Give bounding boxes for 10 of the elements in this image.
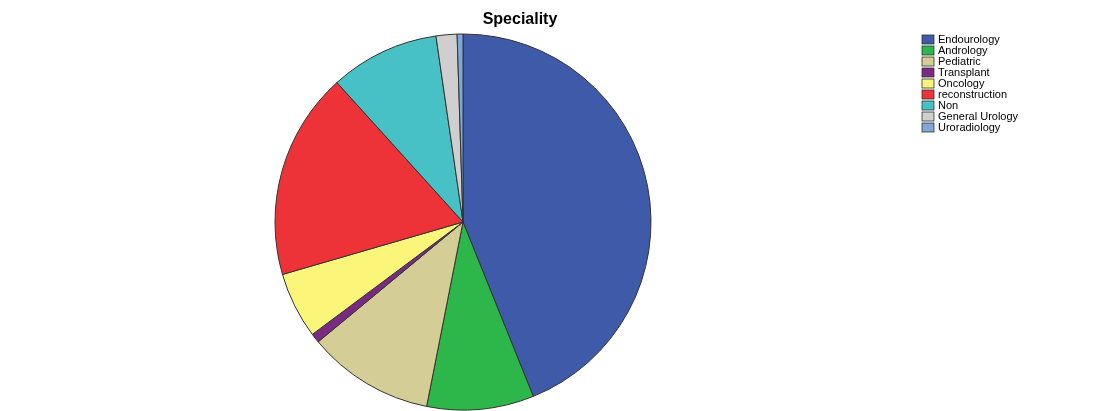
chart-title: Speciality bbox=[482, 10, 558, 27]
legend-label: Pediatric bbox=[938, 55, 982, 67]
legend-label: Transplant bbox=[938, 66, 990, 78]
legend-label: Oncology bbox=[938, 77, 985, 89]
legend-label: General Urology bbox=[938, 110, 1019, 122]
legend-label: Endourology bbox=[938, 33, 1001, 45]
legend-label: reconstruction bbox=[938, 88, 1008, 100]
legend-label: Uroradiology bbox=[938, 121, 1001, 133]
legend-label: Non bbox=[938, 99, 959, 111]
legend-label: Andrology bbox=[938, 44, 989, 56]
